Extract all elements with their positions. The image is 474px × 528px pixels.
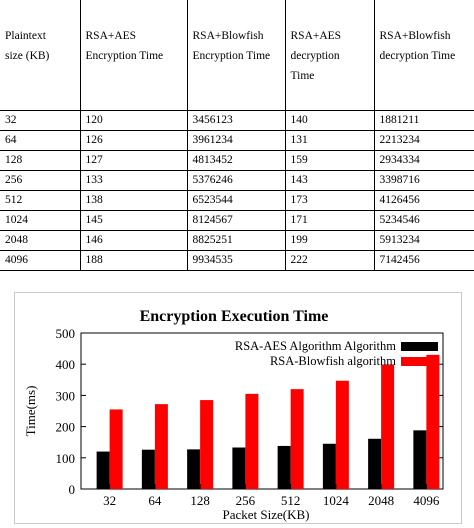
cell-rsa-blowfish-encryption: 3456123 bbox=[186, 109, 286, 131]
table-row: 1024 145 8124567 171 5234546 bbox=[0, 209, 474, 231]
y-tick-label: 400 bbox=[56, 357, 76, 372]
cell-rsa-blowfish-decryption: 2213234 bbox=[373, 129, 474, 151]
cell-rsa-aes-encryption: 145 bbox=[79, 209, 188, 231]
header-rsa-blowfish-decryption: RSA+Blowfish decryption Time bbox=[373, 0, 474, 111]
table-row: 32 120 3456123 140 1881211 bbox=[0, 109, 474, 131]
cell-rsa-blowfish-decryption: 4126456 bbox=[373, 189, 474, 211]
table-row: 512 138 6523544 173 4126456 bbox=[0, 189, 474, 211]
cell-rsa-blowfish-encryption: 4813452 bbox=[186, 149, 286, 171]
bar-rsa-blowfish bbox=[200, 400, 214, 489]
bar-rsa-blowfish bbox=[154, 404, 168, 489]
cell-plaintext-size: 32 bbox=[0, 109, 81, 131]
y-tick-label: 500 bbox=[56, 326, 76, 341]
y-tick-label: 300 bbox=[56, 388, 76, 403]
legend-label: RSA-AES Algorithm Algorithm bbox=[235, 339, 396, 353]
cell-rsa-aes-encryption: 127 bbox=[79, 149, 188, 171]
bar-chart: Encryption Execution Time 0 100 200 300 400 50… bbox=[23, 308, 444, 522]
cell-rsa-blowfish-encryption: 3961234 bbox=[186, 129, 286, 151]
cell-rsa-aes-encryption: 133 bbox=[79, 169, 188, 191]
table-header-row: Plaintext size (KB) RSA+AES Encryption Tim… bbox=[0, 0, 474, 111]
cell-rsa-blowfish-encryption: 5376246 bbox=[186, 169, 286, 191]
cell-plaintext-size: 1024 bbox=[0, 209, 81, 231]
x-tick-label: 1024 bbox=[323, 493, 350, 508]
bar-rsa-blowfish bbox=[245, 393, 259, 489]
cell-rsa-aes-encryption: 188 bbox=[79, 249, 188, 271]
cell-rsa-aes-decryption: 140 bbox=[284, 109, 375, 131]
results-table: Plaintext size (KB) RSA+AES Encryption Tim… bbox=[0, 0, 474, 271]
cell-rsa-blowfish-decryption: 5913234 bbox=[373, 229, 474, 251]
table-body: 32 120 3456123 140 1881211 64 126 3961234 131 221… bbox=[0, 109, 474, 271]
cell-rsa-aes-decryption: 173 bbox=[284, 189, 375, 211]
bar-rsa-aes bbox=[368, 438, 382, 489]
header-plaintext-size: Plaintext size (KB) bbox=[0, 0, 81, 111]
bar-rsa-aes bbox=[187, 449, 201, 489]
cell-rsa-blowfish-encryption: 6523544 bbox=[186, 189, 286, 211]
bar-rsa-aes bbox=[413, 430, 427, 489]
cell-plaintext-size: 2048 bbox=[0, 229, 81, 251]
cell-rsa-blowfish-encryption: 8124567 bbox=[186, 209, 286, 231]
x-tick-label: 4096 bbox=[413, 493, 440, 508]
cell-rsa-blowfish-decryption: 1881211 bbox=[373, 109, 474, 131]
y-axis-label: Time(ms) bbox=[23, 386, 38, 437]
table-row: 64 126 3961234 131 2213234 bbox=[0, 129, 474, 151]
bar-rsa-blowfish bbox=[290, 389, 304, 489]
bar-rsa-aes bbox=[232, 447, 246, 489]
x-tick-label: 2048 bbox=[368, 493, 394, 508]
bar-rsa-blowfish bbox=[426, 354, 440, 489]
chart-title: Encryption Execution Time bbox=[140, 308, 329, 325]
bar-rsa-aes bbox=[277, 445, 291, 489]
cell-rsa-aes-decryption: 199 bbox=[284, 229, 375, 251]
legend-label: RSA-Blowfish algorithm bbox=[270, 354, 396, 368]
cell-plaintext-size: 256 bbox=[0, 169, 81, 191]
cell-rsa-aes-encryption: 138 bbox=[79, 189, 188, 211]
bar-rsa-blowfish bbox=[335, 380, 349, 489]
x-tick-label: 32 bbox=[103, 493, 116, 508]
header-rsa-blowfish-encryption: RSA+Blowfish Encryption Time bbox=[186, 0, 286, 111]
table-row: 2048 146 8825251 199 5913234 bbox=[0, 229, 474, 251]
cell-plaintext-size: 512 bbox=[0, 189, 81, 211]
chart-frame: Encryption Execution Time 0 100 200 300 400 50… bbox=[14, 292, 462, 524]
bar-rsa-blowfish bbox=[381, 364, 395, 489]
cell-rsa-aes-decryption: 143 bbox=[284, 169, 375, 191]
x-tick-label: 64 bbox=[148, 493, 162, 508]
x-tick-label: 512 bbox=[281, 493, 301, 508]
x-tick-label: 128 bbox=[190, 493, 210, 508]
y-tick-label: 200 bbox=[56, 420, 76, 435]
cell-rsa-aes-decryption: 222 bbox=[284, 249, 375, 271]
y-tick-label: 0 bbox=[69, 482, 76, 497]
legend-swatch bbox=[401, 342, 438, 351]
bar-rsa-aes bbox=[141, 449, 155, 489]
cell-rsa-blowfish-decryption: 3398716 bbox=[373, 169, 474, 191]
cell-rsa-aes-encryption: 126 bbox=[79, 129, 188, 151]
legend-swatch bbox=[401, 357, 438, 366]
plot-area bbox=[80, 332, 444, 490]
cell-rsa-blowfish-encryption: 9934535 bbox=[186, 249, 286, 271]
cell-rsa-blowfish-decryption: 7142456 bbox=[373, 249, 474, 271]
cell-rsa-aes-decryption: 171 bbox=[284, 209, 375, 231]
cell-plaintext-size: 128 bbox=[0, 149, 81, 171]
bar-rsa-aes bbox=[96, 451, 110, 489]
header-rsa-aes-encryption: RSA+AES Encryption Time bbox=[79, 0, 188, 111]
x-tick-label: 256 bbox=[236, 493, 256, 508]
cell-rsa-blowfish-decryption: 5234546 bbox=[373, 209, 474, 231]
cell-rsa-aes-encryption: 146 bbox=[79, 229, 188, 251]
bar-rsa-blowfish bbox=[109, 409, 123, 489]
table-row: 128 127 4813452 159 2934334 bbox=[0, 149, 474, 171]
cell-plaintext-size: 4096 bbox=[0, 249, 81, 271]
table-row: 4096 188 9934535 222 7142456 bbox=[0, 249, 474, 271]
cell-rsa-aes-decryption: 159 bbox=[284, 149, 375, 171]
x-axis-label: Packet Size(KB) bbox=[222, 507, 309, 522]
table-row: 256 133 5376246 143 3398716 bbox=[0, 169, 474, 191]
cell-rsa-blowfish-encryption: 8825251 bbox=[186, 229, 286, 251]
cell-rsa-blowfish-decryption: 2934334 bbox=[373, 149, 474, 171]
y-tick-label: 100 bbox=[56, 451, 76, 466]
bar-rsa-aes bbox=[322, 443, 336, 489]
cell-rsa-aes-encryption: 120 bbox=[79, 109, 188, 131]
header-rsa-aes-decryption: RSA+AES decryption Time bbox=[284, 0, 375, 111]
cell-plaintext-size: 64 bbox=[0, 129, 81, 151]
cell-rsa-aes-decryption: 131 bbox=[284, 129, 375, 151]
